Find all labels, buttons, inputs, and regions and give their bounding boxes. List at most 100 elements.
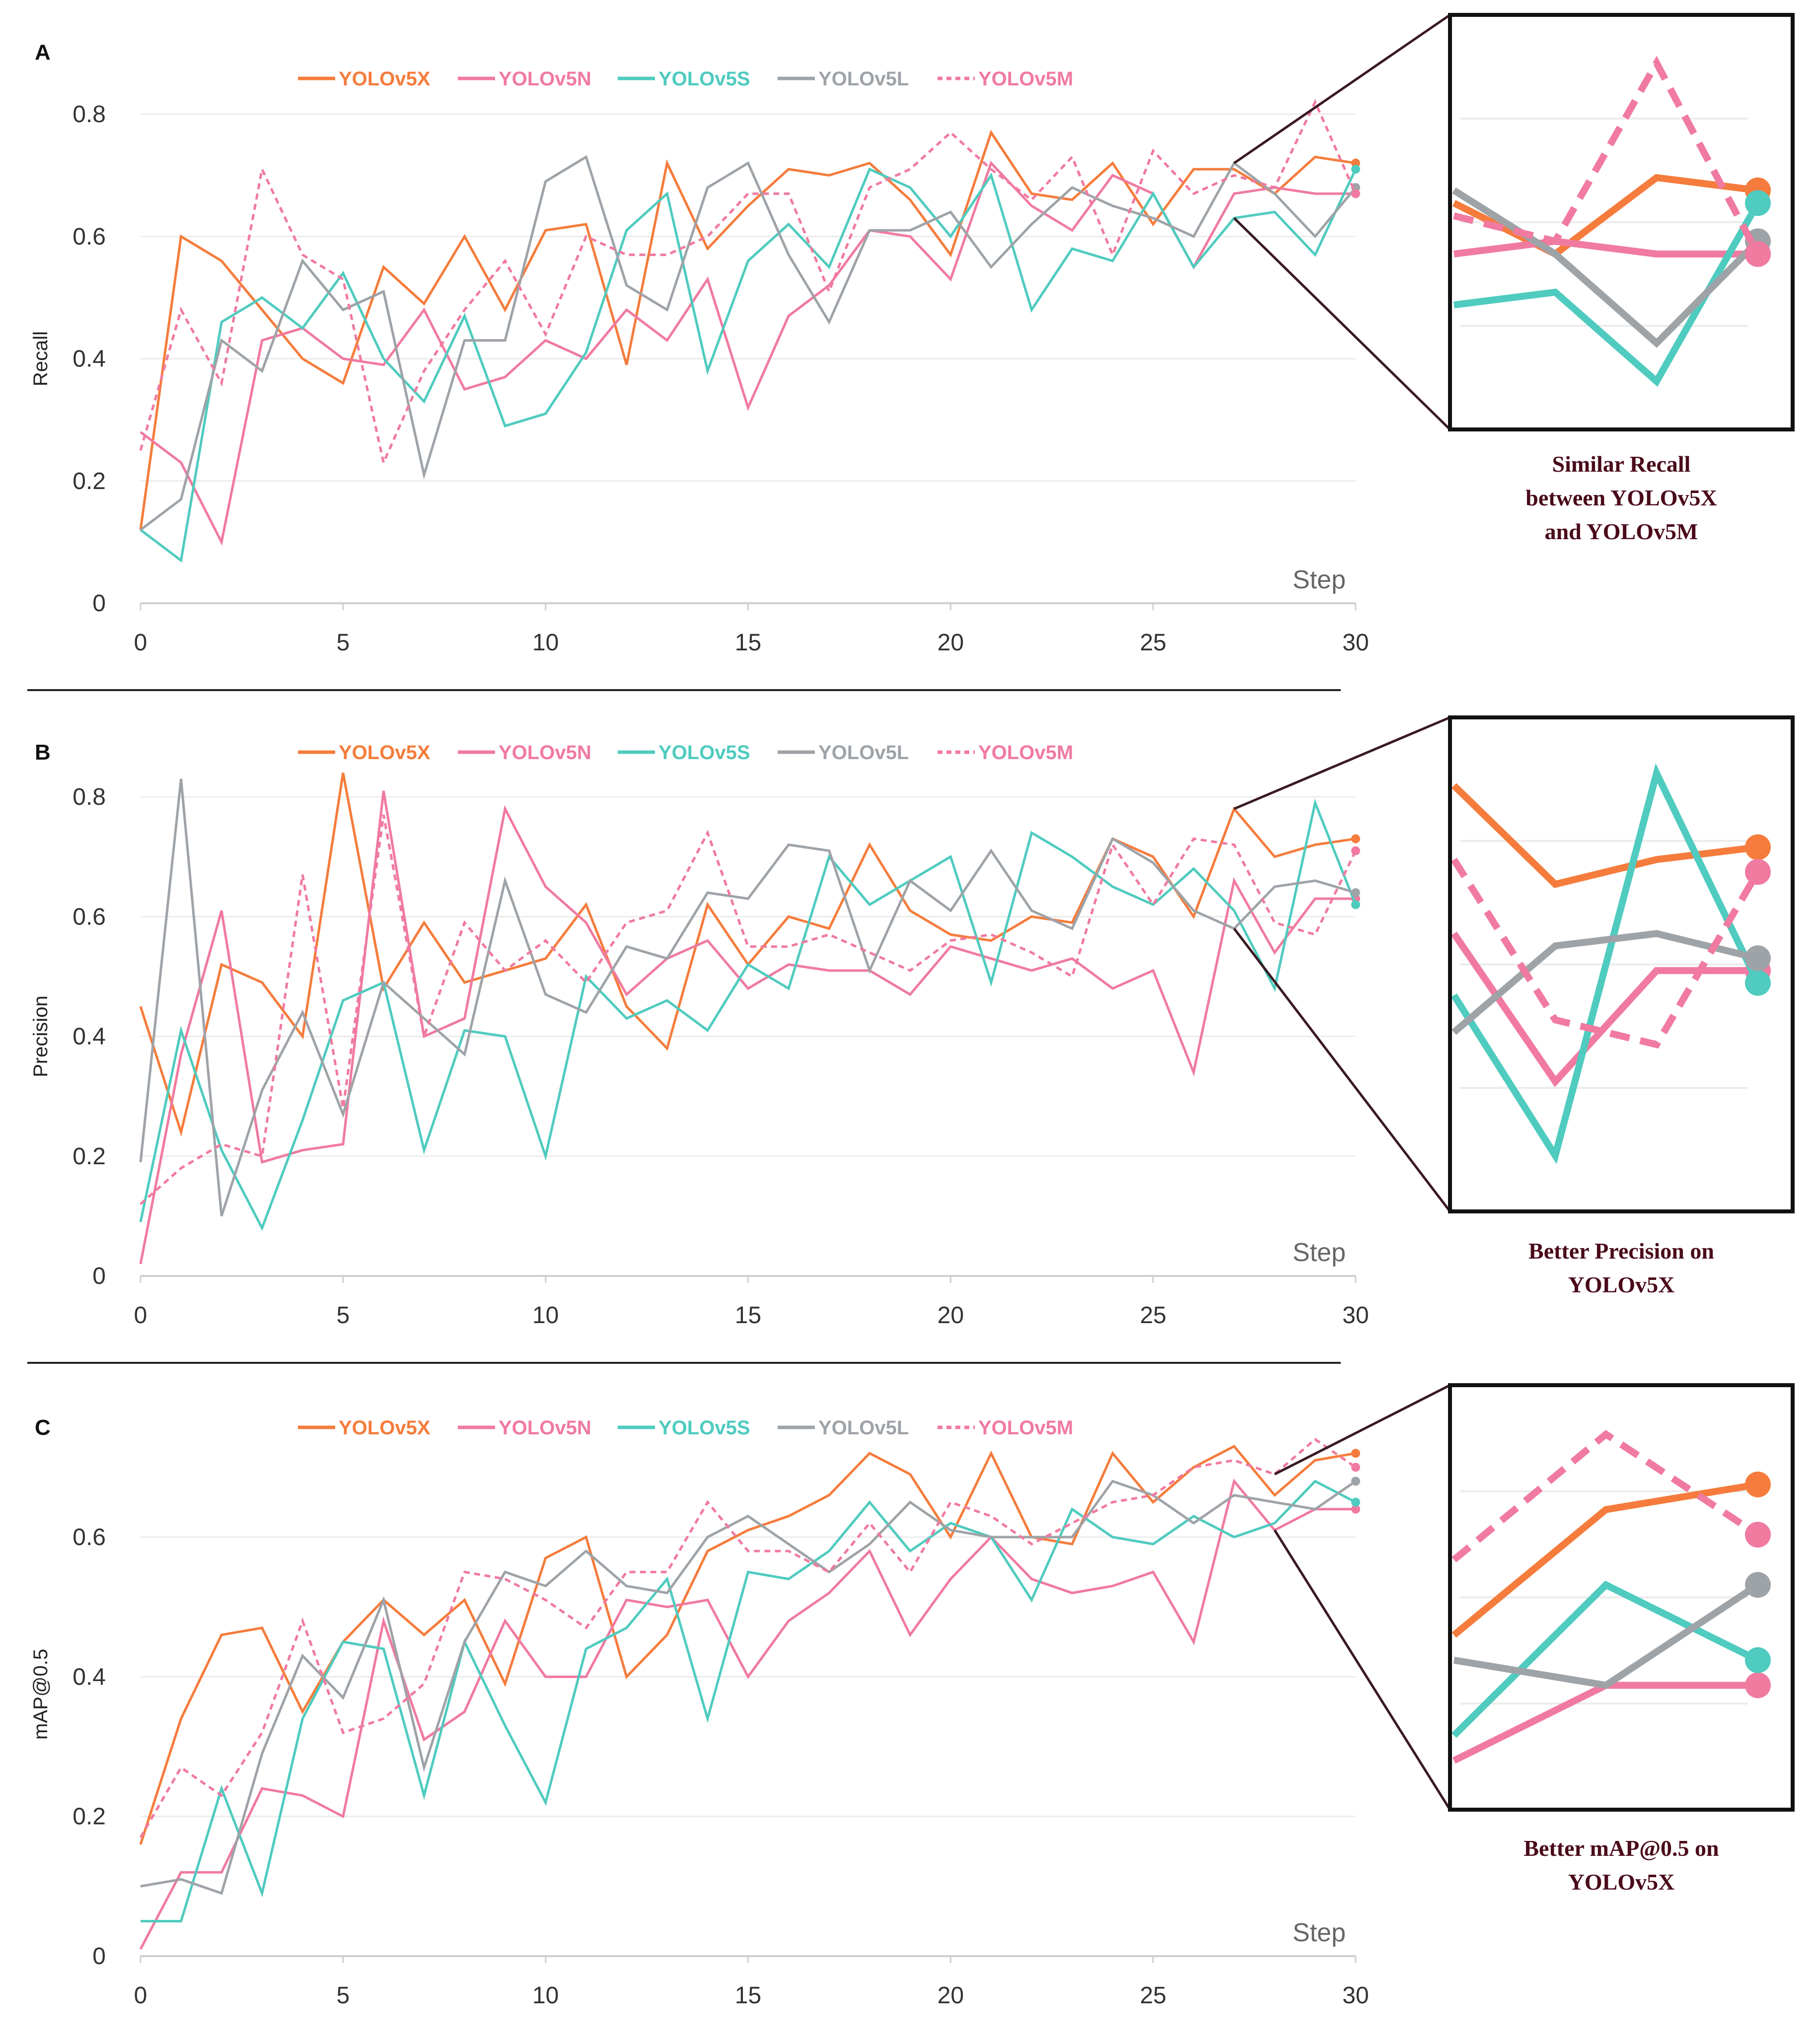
y-axis-label: mAP@0.5 <box>30 1649 52 1740</box>
x-tick-label: 5 <box>336 1982 350 2009</box>
zoom-end-point-YOLOv5S <box>1745 970 1771 996</box>
series-line-YOLOv5L <box>140 1480 1357 1895</box>
zoom-end-point-YOLOv5S <box>1745 1647 1771 1673</box>
zoom-end-point-YOLOv5L <box>1745 1572 1771 1598</box>
zoom-series-line-YOLOv5N <box>1453 237 1758 258</box>
zoom-inset: Better Precision on YOLOv5X <box>1233 715 1795 1297</box>
zoom-end-point-YOLOv5M <box>1745 859 1771 885</box>
series-end-point-YOLOv5X <box>1351 834 1360 844</box>
y-tick-label: 0.4 <box>72 346 106 372</box>
zoom-border <box>1448 1383 1795 1812</box>
series-line-YOLOv5S <box>140 167 1357 563</box>
x-tick-label: 30 <box>1342 1982 1369 2009</box>
zoom-series-line-YOLOv5X <box>1451 783 1758 888</box>
zoom-series-line-YOLOv5M <box>1451 857 1761 1049</box>
y-tick-label: 0 <box>92 590 106 617</box>
series-end-point-YOLOv5N <box>1351 1504 1360 1514</box>
legend-entry-YOLOv5S: YOLOv5S <box>658 1417 750 1439</box>
legend-entry-YOLOv5N: YOLOv5N <box>499 68 591 90</box>
zoom-end-point-YOLOv5L <box>1745 945 1771 972</box>
zoom-caption-line: YOLOv5X <box>1568 1272 1675 1297</box>
legend-entry-YOLOv5M: YOLOv5M <box>978 68 1073 90</box>
panel-B: B 0 0.2 0.4 0.6 0.8 0 5 10 15 20 25 30 Step Precision Y… <box>30 715 1795 1329</box>
zoom-series-line-YOLOv5M <box>1453 56 1761 256</box>
x-tick-label: 10 <box>532 1302 559 1329</box>
legend-entry-YOLOv5M: YOLOv5M <box>978 742 1073 764</box>
series-end-point-YOLOv5M <box>1351 189 1360 199</box>
legend-entry-YOLOv5L: YOLOv5L <box>818 68 909 90</box>
y-tick-label: 0.4 <box>72 1664 106 1690</box>
y-tick-label: 0 <box>92 1943 106 1970</box>
zoom-connector-top <box>1233 13 1451 164</box>
series-end-point-YOLOv5L <box>1351 888 1360 897</box>
series-line-YOLOv5M <box>140 814 1357 1205</box>
x-tick-label: 20 <box>938 630 964 656</box>
y-axis-label: Precision <box>30 995 52 1077</box>
series-end-point-YOLOv5S <box>1351 900 1360 910</box>
legend-entry-YOLOv5N: YOLOv5N <box>499 1417 591 1439</box>
series-end-point-YOLOv5M <box>1351 846 1360 855</box>
zoom-connector-bottom <box>1233 217 1451 430</box>
legend: YOLOv5X YOLOv5N YOLOv5S YOLOv5L YOLOv5M <box>298 68 1073 90</box>
series-end-point-YOLOv5S <box>1351 164 1360 174</box>
x-tick-label: 25 <box>1140 630 1166 656</box>
zoom-series-line-YOLOv5X <box>1452 174 1758 258</box>
x-tick-label: 10 <box>532 630 559 656</box>
legend-entry-YOLOv5X: YOLOv5X <box>339 742 431 764</box>
panel-letter: B <box>35 740 51 765</box>
series-line-YOLOv5S <box>141 1480 1357 1923</box>
x-tick-label: 20 <box>938 1982 964 2009</box>
series-line-YOLOv5L <box>139 778 1356 1217</box>
series-end-point-YOLOv5X <box>1351 1449 1360 1458</box>
series-line-YOLOv5M <box>139 99 1357 467</box>
zoom-connector-bottom <box>1273 1529 1451 1811</box>
zoom-connector-top <box>1274 1384 1451 1476</box>
legend-entry-YOLOv5L: YOLOv5L <box>818 1417 909 1439</box>
x-tick-label: 20 <box>938 1302 964 1329</box>
x-axis-label: Step <box>1293 1238 1346 1267</box>
series-end-point-YOLOv5S <box>1351 1497 1360 1507</box>
zoom-inset: Better mAP@0.5 on YOLOv5X <box>1273 1383 1795 1895</box>
series-end-point-YOLOv5X <box>1351 158 1360 168</box>
legend-entry-YOLOv5M: YOLOv5M <box>978 1417 1073 1439</box>
x-tick-label: 0 <box>134 1302 147 1329</box>
zoom-caption-line: between YOLOv5X <box>1525 485 1717 510</box>
zoom-series-line-YOLOv5S <box>1451 1580 1760 1738</box>
x-axis-label: Step <box>1293 565 1346 594</box>
zoom-connector-bottom <box>1233 927 1451 1212</box>
series-line-YOLOv5N <box>140 160 1356 546</box>
zoom-series-line-YOLOv5S <box>1451 763 1761 1164</box>
series-line-YOLOv5X <box>139 130 1356 530</box>
zoom-series-line-YOLOv5M <box>1451 1430 1760 1563</box>
legend: YOLOv5X YOLOv5N YOLOv5S YOLOv5L YOLOv5M <box>298 1417 1073 1439</box>
y-tick-label: 0.6 <box>72 223 106 250</box>
zoom-inset: Similar Recall between YOLOv5X and YOLOv5M <box>1233 13 1795 544</box>
y-tick-label: 0.6 <box>72 904 106 930</box>
zoom-connector-top <box>1233 716 1450 810</box>
x-tick-label: 15 <box>735 630 761 656</box>
zoom-series-line-YOLOv5L <box>1451 930 1759 1035</box>
zoom-end-point-YOLOv5N <box>1745 1672 1771 1698</box>
x-tick-label: 15 <box>735 1302 761 1329</box>
legend-entry-YOLOv5X: YOLOv5X <box>339 68 431 90</box>
y-tick-label: 0 <box>92 1263 106 1289</box>
series-end-point-YOLOv5L <box>1351 1477 1360 1486</box>
zoom-series-line-YOLOv5L <box>1452 187 1760 348</box>
y-tick-label: 0.2 <box>72 468 106 494</box>
series-line-YOLOv5S <box>139 798 1357 1231</box>
y-tick-label: 0.2 <box>72 1143 106 1170</box>
x-tick-label: 25 <box>1140 1302 1166 1329</box>
zoom-caption-line: YOLOv5X <box>1568 1869 1675 1895</box>
x-axis-label: Step <box>1293 1918 1346 1947</box>
x-tick-label: 0 <box>134 630 147 656</box>
panel-letter: C <box>35 1415 51 1440</box>
y-tick-label: 0.2 <box>72 1804 106 1830</box>
zoom-end-point-YOLOv5S <box>1745 190 1771 216</box>
legend-entry-YOLOv5N: YOLOv5N <box>499 742 591 764</box>
zoom-caption-line: Better mAP@0.5 on <box>1523 1835 1719 1861</box>
y-tick-label: 0.8 <box>72 784 106 810</box>
x-tick-label: 5 <box>336 630 350 656</box>
series-line-YOLOv5L <box>140 155 1357 531</box>
series-line-YOLOv5X <box>139 773 1356 1137</box>
x-tick-label: 25 <box>1140 1982 1166 2009</box>
